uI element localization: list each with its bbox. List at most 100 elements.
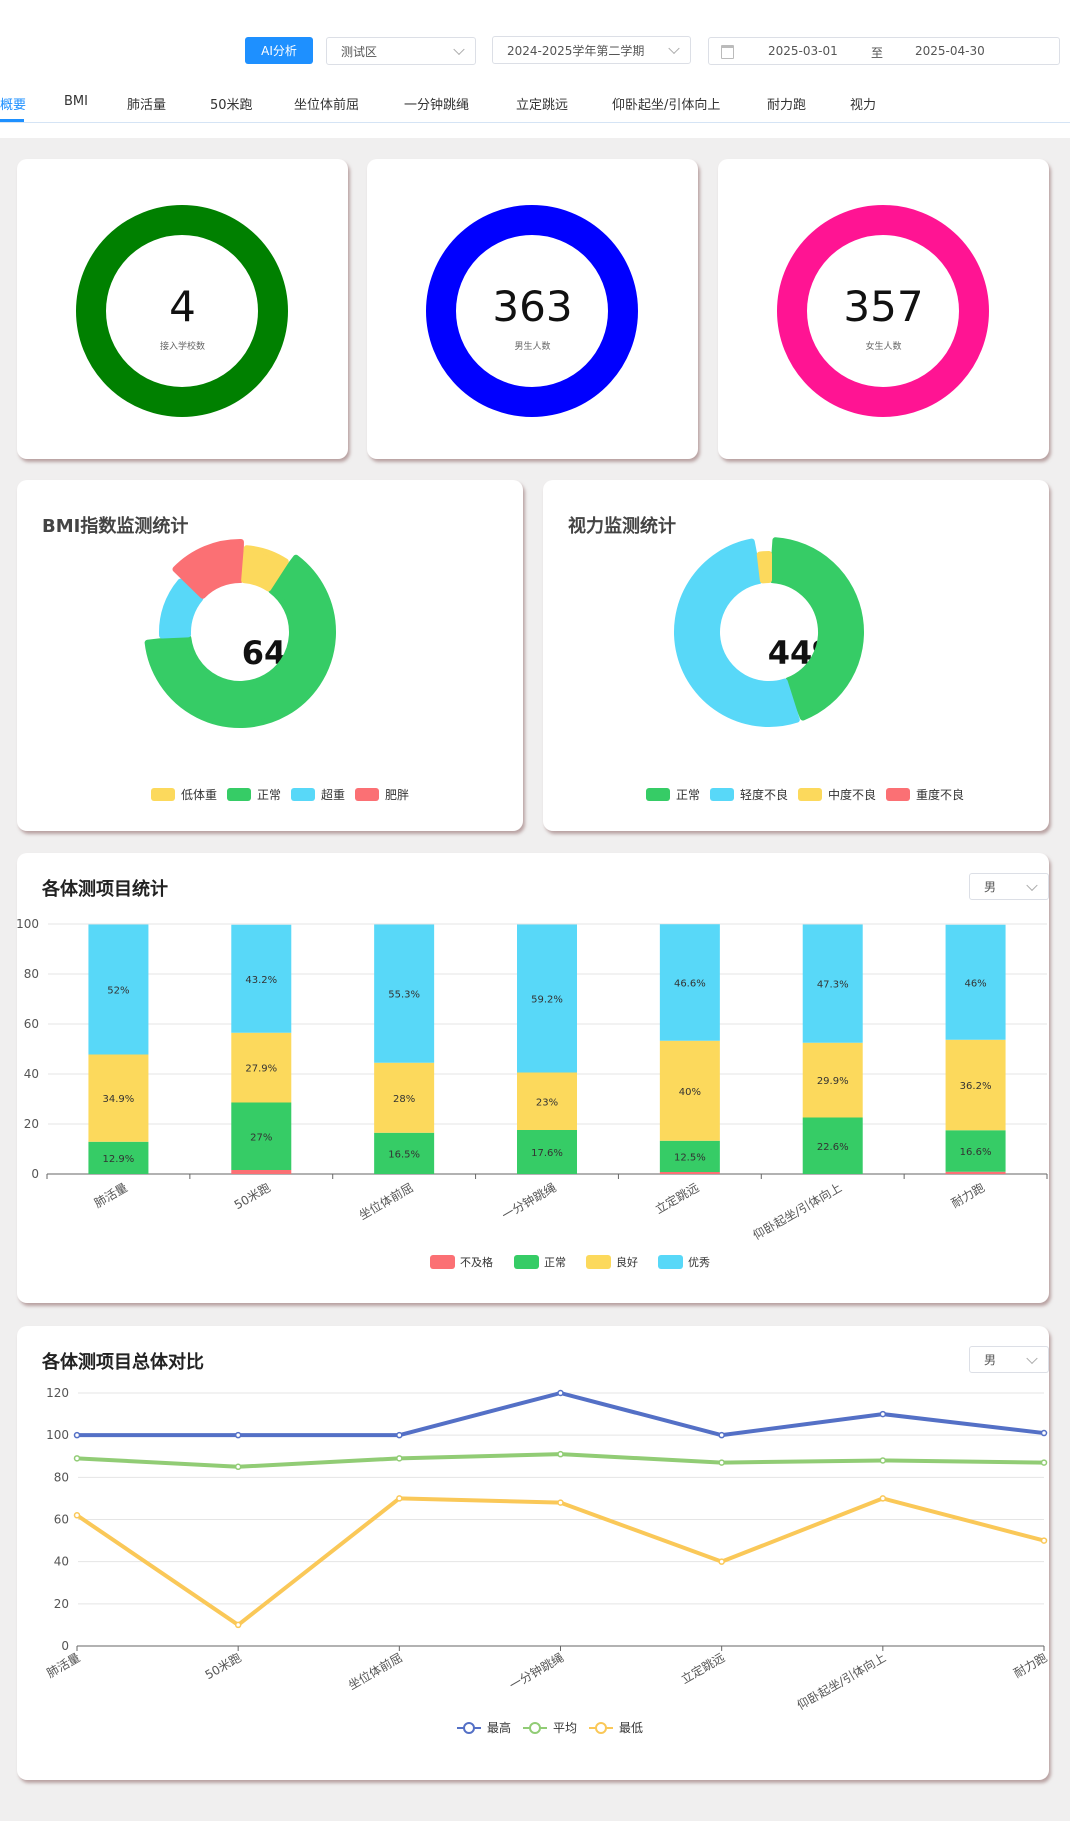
bar-data-label: 27% <box>250 1132 272 1143</box>
line-point-最低 <box>234 1621 242 1629</box>
tab-sit-ups-pull-ups[interactable]: 仰卧起坐/引体向上 <box>612 98 721 113</box>
stat-card-girls: 357 女生人数 <box>718 159 1049 459</box>
date-start[interactable]: 2025-03-01 <box>768 44 838 58</box>
bar-data-label: 47.3% <box>817 980 849 991</box>
compare-chart-title: 各体测项目总体对比 <box>42 1352 204 1373</box>
tab-50m-run[interactable]: 50米跑 <box>210 98 253 113</box>
items-chart-title: 各体测项目统计 <box>42 879 168 900</box>
line-point-最低 <box>396 1495 403 1502</box>
line-point-平均 <box>557 1450 564 1458</box>
bar-data-label: 55.3% <box>388 990 420 1001</box>
bar-良好 <box>945 1039 1006 1131</box>
ring-boys-arc <box>426 205 638 417</box>
legend-swatch <box>514 1255 539 1269</box>
bar-data-label: 46% <box>964 978 986 989</box>
chevron-down-icon <box>668 42 680 55</box>
legend-swatch <box>355 788 380 801</box>
line-point-平均 <box>879 1457 887 1464</box>
tab-vision[interactable]: 视力 <box>850 98 877 113</box>
x-tick-label: 坐位体前屈 <box>345 1650 404 1693</box>
line-point-最低 <box>73 1512 81 1519</box>
legend-label: 正常 <box>544 1256 566 1269</box>
bar-data-label: 12.9% <box>103 1154 135 1165</box>
tab-rope-skipping[interactable]: 一分钟跳绳 <box>404 98 470 113</box>
calendar-icon <box>721 45 734 59</box>
term-select[interactable]: 2024-2025学年第二学期 <box>492 36 691 64</box>
y-tick-label: 40 <box>24 1067 39 1081</box>
bar-data-label: 43.2% <box>245 975 277 986</box>
tab-bmi[interactable]: BMI <box>64 94 88 109</box>
line-point-平均 <box>73 1455 81 1462</box>
ring-boys <box>426 205 638 417</box>
bar-良好 <box>374 1062 435 1133</box>
bar-正常 <box>945 1130 1006 1172</box>
legend-item[interactable]: 轻度不良 <box>710 786 788 803</box>
ring-girls-arc <box>777 205 989 417</box>
district-select[interactable]: 测试区 <box>326 37 476 65</box>
compare-gender-select[interactable]: 男 <box>969 1346 1049 1373</box>
legend-marker <box>595 1722 607 1734</box>
bar-data-label: 27.9% <box>245 1064 277 1075</box>
tab-vital-capacity[interactable]: 肺活量 <box>127 98 167 113</box>
tab-standing-long-jump[interactable]: 立定跳远 <box>516 98 569 113</box>
bar-正常 <box>659 1140 720 1172</box>
girl-count-label: 女生人数 <box>865 342 902 352</box>
tab-overview[interactable]: 概要 <box>0 98 27 113</box>
line-point-最高 <box>557 1389 564 1397</box>
tab-sit-and-reach[interactable]: 坐位体前屈 <box>294 98 360 113</box>
x-tick-label: 肺活量 <box>44 1650 82 1680</box>
bar-data-label: 17.6% <box>531 1148 563 1159</box>
donut-slice-中度不良 <box>756 551 772 584</box>
ring-schools <box>76 205 288 417</box>
legend-marker <box>463 1722 475 1734</box>
legend-label: 优秀 <box>688 1256 710 1269</box>
compare-line-chart: 0 20 40 60 80 100 120 肺活量 50米跑 坐位体前屈 一分钟跳绳 立定跳远 仰卧起坐… <box>44 1386 1049 1735</box>
x-tick-label: 50米跑 <box>232 1180 273 1212</box>
tab-endurance-run[interactable]: 耐力跑 <box>767 98 807 113</box>
y-tick-label: 0 <box>31 1167 39 1181</box>
legend-item[interactable]: 低体重 <box>151 786 217 803</box>
legend-swatch <box>291 788 316 801</box>
bar-优秀 <box>659 924 720 1041</box>
line-point-最低 <box>718 1558 725 1565</box>
y-tick-label: 0 <box>61 1639 69 1653</box>
vision-card: 视力监测统计 44% 正常 轻度不良 中度不良 重度不良 <box>543 480 1049 831</box>
bar-data-label: 23% <box>536 1097 558 1108</box>
vision-title: 视力监测统计 <box>568 516 676 537</box>
legend-item[interactable]: 正常 <box>227 786 281 803</box>
legend-label: 低体重 <box>181 788 218 802</box>
legend-item[interactable]: 肥胖 <box>355 786 409 803</box>
y-tick-label: 20 <box>24 1117 39 1131</box>
bar-良好 <box>802 1042 863 1118</box>
term-select-value: 2024-2025学年第二学期 <box>507 43 645 58</box>
legend-item[interactable]: 重度不良 <box>886 786 964 803</box>
legend-swatch <box>586 1255 611 1269</box>
boy-count-label: 男生人数 <box>514 342 551 352</box>
bar-良好 <box>659 1040 720 1141</box>
bar-正常 <box>374 1132 435 1174</box>
y-tick-label: 60 <box>54 1513 69 1527</box>
date-range-picker[interactable]: 2025-03-01 至 2025-04-30 <box>708 37 1060 65</box>
bmi-legend: 低体重 正常 超重 肥胖 <box>151 786 419 803</box>
y-tick-label: 100 <box>46 1428 69 1442</box>
x-tick-label: 耐力跑 <box>1011 1650 1049 1680</box>
date-end[interactable]: 2025-04-30 <box>915 44 985 58</box>
district-select-value: 测试区 <box>341 44 378 59</box>
legend-swatch <box>430 1255 455 1269</box>
legend-label: 轻度不良 <box>740 788 789 802</box>
line-point-最低 <box>557 1499 564 1506</box>
legend-label: 不及格 <box>460 1255 493 1269</box>
bar-优秀 <box>945 924 1006 1040</box>
compare-gender-value: 男 <box>984 1353 997 1367</box>
bar-优秀 <box>231 924 292 1033</box>
bar-优秀 <box>802 924 863 1043</box>
tab-bar: 概要 BMI 肺活量 50米跑 坐位体前屈 一分钟跳绳 立定跳远 仰卧起坐/引体… <box>0 90 1070 123</box>
legend-item[interactable]: 正常 <box>646 786 700 803</box>
legend-item[interactable]: 超重 <box>291 786 345 803</box>
legend-item[interactable]: 中度不良 <box>798 786 876 803</box>
x-tick-label: 耐力跑 <box>949 1180 987 1210</box>
ring-schools-arc <box>76 205 288 417</box>
legend-marker <box>529 1722 541 1734</box>
ai-analysis-button[interactable]: AI分析 <box>245 37 313 64</box>
items-gender-select[interactable]: 男 <box>969 873 1049 900</box>
